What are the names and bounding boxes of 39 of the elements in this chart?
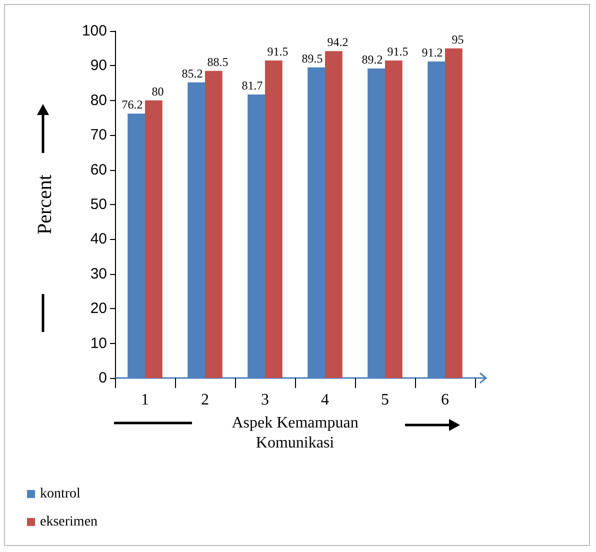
data-label: 91.5 bbox=[387, 44, 408, 58]
y-axis-title: Percent bbox=[34, 174, 56, 234]
legend-label: ekserimen bbox=[40, 514, 98, 530]
x-axis-title: Aspek Kemampuan Komunikasi bbox=[232, 414, 358, 452]
data-label: 88.5 bbox=[207, 54, 228, 69]
y-tick-label: 80 bbox=[90, 92, 107, 109]
bar bbox=[145, 100, 162, 378]
bar bbox=[205, 70, 222, 378]
bar bbox=[265, 60, 282, 378]
data-label: 85.2 bbox=[182, 66, 203, 80]
data-label: 91.5 bbox=[267, 44, 288, 58]
data-label: 89.2 bbox=[362, 52, 383, 66]
data-label: 95 bbox=[452, 32, 464, 46]
data-label: 89.5 bbox=[302, 51, 323, 66]
data-label: 76.2 bbox=[122, 98, 143, 112]
bar bbox=[325, 51, 342, 378]
data-label: 80 bbox=[152, 84, 164, 98]
y-tick-label: 30 bbox=[90, 265, 107, 282]
y-tick-label: 0 bbox=[98, 370, 107, 386]
y-tick-label: 90 bbox=[90, 57, 107, 74]
x-tick-label: 3 bbox=[261, 392, 269, 408]
data-label: 91.2 bbox=[422, 46, 443, 60]
y-tick-label: 70 bbox=[90, 126, 107, 144]
y-tick-label: 100 bbox=[82, 22, 107, 40]
bar bbox=[445, 48, 462, 378]
data-label: 81.7 bbox=[242, 78, 263, 92]
x-tick-label: 6 bbox=[441, 392, 449, 408]
x-tick-label: 1 bbox=[141, 392, 149, 408]
bar bbox=[385, 60, 402, 378]
y-tick-label: 20 bbox=[90, 300, 107, 318]
x-tick-label: 4 bbox=[321, 392, 329, 408]
legend-label: kontrol bbox=[40, 486, 81, 502]
data-label: 94.2 bbox=[327, 35, 348, 50]
x-tick-label: 2 bbox=[201, 392, 209, 408]
y-tick-label: 40 bbox=[90, 230, 107, 248]
x-tick-label: 5 bbox=[381, 392, 389, 408]
y-tick-label: 10 bbox=[90, 334, 107, 352]
y-tick-label: 50 bbox=[90, 196, 107, 213]
y-tick-label: 60 bbox=[90, 161, 107, 178]
